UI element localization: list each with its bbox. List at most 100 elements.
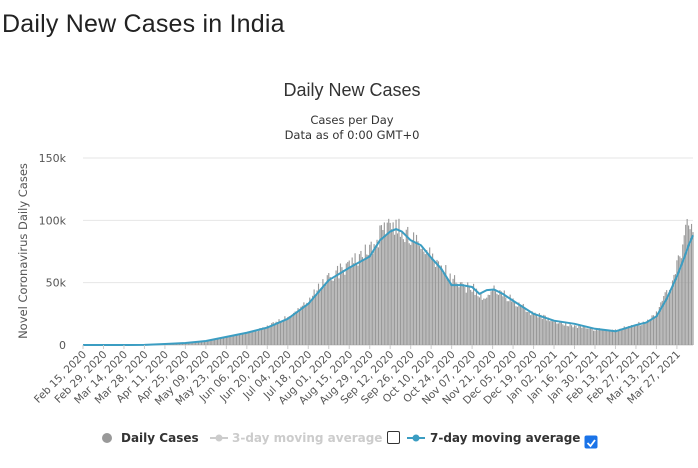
daily-cases-bar <box>338 278 340 345</box>
daily-cases-bar <box>657 314 659 345</box>
daily-cases-bar <box>494 291 497 345</box>
daily-cases-bar <box>236 334 238 345</box>
daily-cases-bar <box>288 316 290 345</box>
daily-cases-bar <box>475 288 478 345</box>
daily-cases-bar <box>519 304 521 345</box>
daily-cases-bar <box>380 225 382 345</box>
daily-cases-bar <box>527 311 529 345</box>
daily-cases-bar <box>240 333 242 345</box>
daily-cases-bar <box>291 316 293 345</box>
legend-item-daily-cases[interactable]: Daily Cases <box>102 431 199 445</box>
daily-cases-bar <box>241 333 244 345</box>
daily-cases-bar <box>448 281 450 345</box>
daily-cases-bar <box>565 322 567 345</box>
daily-cases-bar <box>385 234 387 345</box>
daily-cases-bar <box>303 302 305 345</box>
daily-cases-bar <box>219 337 222 345</box>
daily-cases-bar <box>279 321 282 345</box>
daily-cases-bar <box>186 342 188 345</box>
daily-cases-bar <box>524 307 526 345</box>
daily-cases-bar <box>420 248 422 345</box>
daily-cases-bar <box>402 239 404 345</box>
daily-cases-bar <box>429 247 431 345</box>
daily-cases-bar <box>500 291 502 345</box>
daily-cases-bar <box>445 265 447 345</box>
daily-cases-bar <box>658 306 660 345</box>
daily-cases-bar <box>405 229 407 345</box>
daily-cases-bar <box>215 339 217 345</box>
legend-marker-dot <box>215 434 223 442</box>
daily-cases-bar <box>587 328 589 345</box>
daily-cases-bar <box>512 298 514 345</box>
daily-cases-bar <box>296 312 298 345</box>
daily-cases-bar <box>531 311 533 345</box>
daily-cases-bar <box>355 263 358 345</box>
daily-cases-bar <box>394 234 396 345</box>
daily-cases-bar <box>645 323 647 345</box>
daily-cases-bar <box>293 312 295 345</box>
seven-day-average-checkbox[interactable] <box>584 435 598 449</box>
daily-cases-bar <box>654 317 656 345</box>
daily-cases-bar <box>620 328 622 345</box>
daily-cases-bar <box>326 275 328 345</box>
daily-cases-bar <box>411 239 413 345</box>
legend-item-three-day-average[interactable]: 3-day moving average <box>210 431 382 445</box>
daily-cases-bar <box>202 340 204 345</box>
daily-cases-bar <box>489 295 491 345</box>
daily-cases-bar <box>502 296 504 345</box>
check-icon <box>586 439 596 448</box>
daily-cases-bar <box>401 232 403 345</box>
daily-cases-bar <box>399 236 401 345</box>
daily-cases-bar <box>470 289 472 345</box>
daily-cases-bar <box>358 254 361 345</box>
daily-cases-bar <box>474 294 476 345</box>
daily-cases-bar <box>309 297 311 345</box>
daily-cases-bar <box>301 305 303 345</box>
daily-cases-bar <box>307 303 309 345</box>
daily-cases-bar <box>689 229 691 345</box>
daily-cases-bar <box>278 319 280 345</box>
daily-cases-bar <box>532 313 535 345</box>
daily-cases-bar <box>554 320 557 345</box>
daily-cases-bar <box>331 280 333 345</box>
daily-cases-bar <box>205 340 207 345</box>
daily-cases-bar <box>632 327 634 345</box>
daily-cases-bar <box>622 329 624 345</box>
daily-cases-bar <box>418 246 421 345</box>
daily-cases-bar <box>628 326 630 345</box>
daily-cases-bar <box>389 222 391 345</box>
daily-cases-bar <box>559 322 561 345</box>
daily-cases-bar <box>453 275 456 345</box>
daily-cases-bar <box>230 335 232 345</box>
daily-cases-bar <box>379 225 381 345</box>
daily-cases-bar <box>243 332 245 345</box>
daily-cases-bar <box>674 274 677 345</box>
daily-cases-bar <box>367 254 369 345</box>
daily-cases-bar <box>683 235 685 345</box>
daily-cases-bar <box>648 320 650 345</box>
daily-cases-bar <box>544 315 546 345</box>
daily-cases-bar <box>290 316 292 345</box>
daily-cases-bar <box>350 267 352 345</box>
daily-cases-bar <box>486 297 488 345</box>
y-tick-label: 100k <box>39 214 67 227</box>
daily-cases-bar <box>212 339 214 345</box>
daily-cases-bar <box>281 320 283 345</box>
daily-cases-bar <box>619 328 621 345</box>
daily-cases-bar <box>407 226 409 345</box>
legend-label-daily-cases: Daily Cases <box>121 431 199 445</box>
legend-item-seven-day-average[interactable]: 7-day moving average <box>407 431 580 445</box>
daily-cases-bar <box>269 325 271 345</box>
daily-cases-bar <box>413 232 415 345</box>
daily-cases-bar <box>642 321 644 345</box>
daily-cases-bar <box>630 325 633 345</box>
daily-cases-bar <box>592 330 595 345</box>
daily-cases-bar <box>490 291 492 345</box>
daily-cases-bar <box>377 247 380 345</box>
daily-cases-bar <box>316 290 318 345</box>
daily-cases-bar <box>557 323 559 345</box>
daily-cases-bar <box>203 341 205 345</box>
daily-cases-bar <box>511 301 513 345</box>
three-day-average-checkbox[interactable] <box>387 431 400 444</box>
daily-cases-bar <box>477 296 479 345</box>
